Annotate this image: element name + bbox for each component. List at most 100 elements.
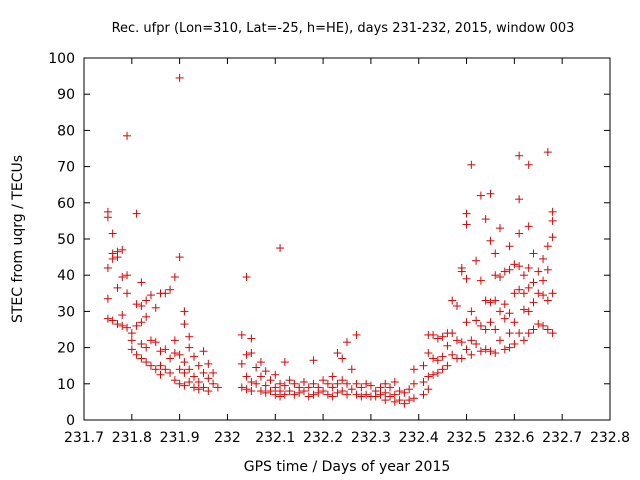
data-point — [166, 285, 175, 294]
y-tick-label: 80 — [57, 123, 75, 139]
data-point — [386, 383, 395, 392]
data-point — [539, 321, 548, 330]
data-point — [419, 361, 428, 370]
data-point — [252, 363, 261, 372]
data-point — [381, 388, 390, 397]
data-point — [252, 379, 261, 388]
data-point — [338, 354, 347, 363]
data-point — [271, 370, 280, 379]
data-point — [103, 213, 112, 222]
data-point — [213, 383, 222, 392]
data-point — [323, 390, 332, 399]
data-point — [276, 392, 285, 401]
data-point — [491, 271, 500, 280]
data-point — [118, 273, 127, 282]
data-point — [137, 301, 146, 310]
data-point — [424, 372, 433, 381]
data-point — [448, 350, 457, 359]
data-point — [486, 298, 495, 307]
data-point — [534, 289, 543, 298]
data-point — [137, 339, 146, 348]
data-point — [261, 388, 270, 397]
data-point — [510, 289, 519, 298]
data-point — [280, 390, 289, 399]
data-point — [242, 273, 251, 282]
data-point — [510, 318, 519, 327]
data-point — [132, 321, 141, 330]
data-point — [510, 260, 519, 269]
data-point — [309, 356, 318, 365]
data-point — [304, 392, 313, 401]
data-point — [529, 325, 538, 334]
data-point — [170, 376, 179, 385]
y-tick-label: 60 — [57, 196, 75, 212]
data-point — [118, 311, 127, 320]
data-point — [142, 312, 151, 321]
data-point — [481, 215, 490, 224]
data-point — [376, 383, 385, 392]
data-point — [347, 385, 356, 394]
data-point — [180, 368, 189, 377]
data-point — [175, 350, 184, 359]
data-point — [539, 276, 548, 285]
y-tick-label: 100 — [48, 51, 75, 67]
data-point — [429, 354, 438, 363]
data-point — [438, 332, 447, 341]
data-point — [118, 245, 127, 254]
data-point — [185, 343, 194, 352]
data-point — [261, 367, 270, 376]
data-point — [366, 381, 375, 390]
data-point — [505, 329, 514, 338]
data-point — [166, 368, 175, 377]
data-point — [395, 387, 404, 396]
data-point — [496, 224, 505, 233]
data-point — [433, 334, 442, 343]
data-point — [151, 338, 160, 347]
data-point — [371, 392, 380, 401]
data-point — [132, 209, 141, 218]
x-tick-label: 232.2 — [303, 430, 343, 446]
data-point — [127, 345, 136, 354]
data-point — [123, 323, 132, 332]
data-point — [209, 368, 218, 377]
data-point — [529, 249, 538, 258]
data-point — [343, 390, 351, 399]
data-point — [433, 368, 442, 377]
data-point — [390, 390, 399, 399]
data-point — [452, 301, 461, 310]
data-point — [276, 244, 285, 253]
data-point — [476, 191, 485, 200]
data-point — [462, 220, 471, 229]
data-point — [256, 387, 265, 396]
data-point — [237, 383, 246, 392]
data-point — [343, 379, 351, 388]
data-point — [381, 379, 390, 388]
data-point — [290, 390, 299, 399]
data-point — [319, 376, 328, 385]
data-point — [266, 376, 275, 385]
data-point — [180, 358, 189, 367]
data-point — [189, 372, 198, 381]
data-point — [123, 271, 132, 280]
data-point — [175, 379, 184, 388]
data-point — [204, 387, 213, 396]
data-point — [185, 332, 194, 341]
data-point — [515, 151, 524, 160]
data-point — [476, 276, 485, 285]
data-point — [338, 387, 347, 396]
data-point — [429, 330, 438, 339]
data-point — [146, 336, 155, 345]
data-point — [180, 307, 189, 316]
x-tick-label: 232.1 — [255, 430, 295, 446]
data-point — [142, 343, 151, 352]
data-point — [237, 359, 246, 368]
data-point — [486, 318, 495, 327]
data-point — [486, 189, 495, 198]
data-point — [357, 383, 366, 392]
x-tick-label: 232.4 — [399, 430, 439, 446]
data-point — [113, 320, 122, 329]
data-point — [462, 345, 471, 354]
data-point — [543, 325, 552, 334]
data-point — [151, 303, 160, 312]
data-point — [185, 377, 194, 386]
